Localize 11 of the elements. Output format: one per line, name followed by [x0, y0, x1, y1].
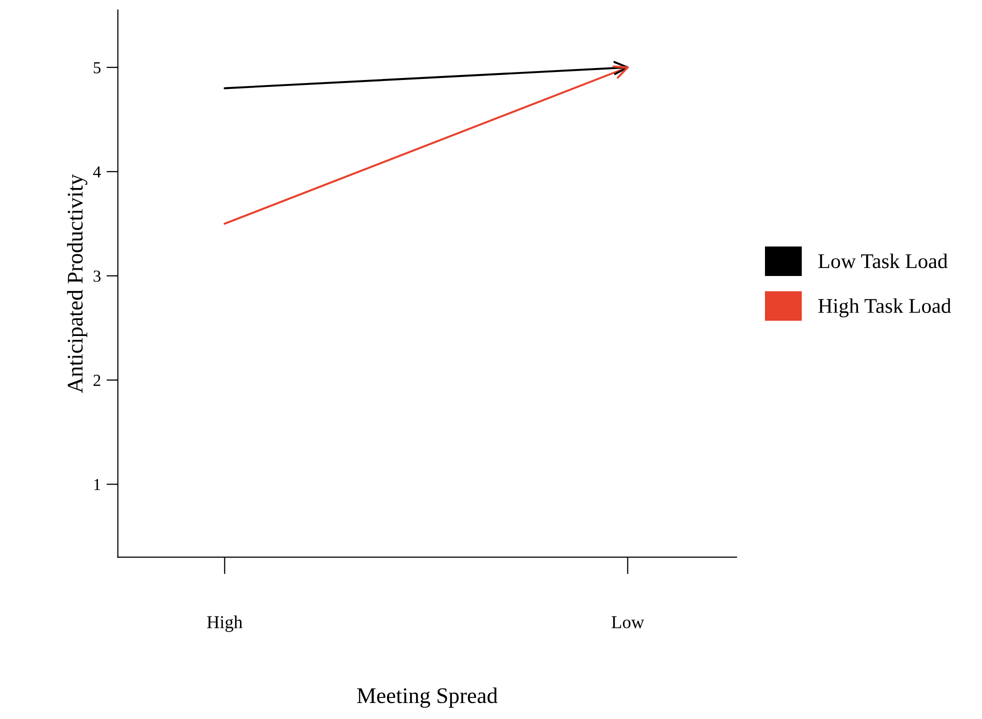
x-tick-label: High [207, 616, 242, 632]
y-tick-label: 5 [94, 62, 101, 74]
x-axis-title: Meeting Spread [357, 688, 498, 708]
y-tick-label: 4 [93, 166, 101, 178]
x-tick-label: Low [612, 616, 644, 628]
y-axis-title: Anticipated Productivity [67, 174, 88, 393]
y-tick-label: 3 [94, 270, 101, 282]
y-tick-label: 1 [94, 479, 100, 490]
legend-label: Low Task Load [818, 254, 948, 268]
y-tick-label: 2 [94, 374, 100, 386]
legend-label: High Task Load [818, 298, 952, 318]
